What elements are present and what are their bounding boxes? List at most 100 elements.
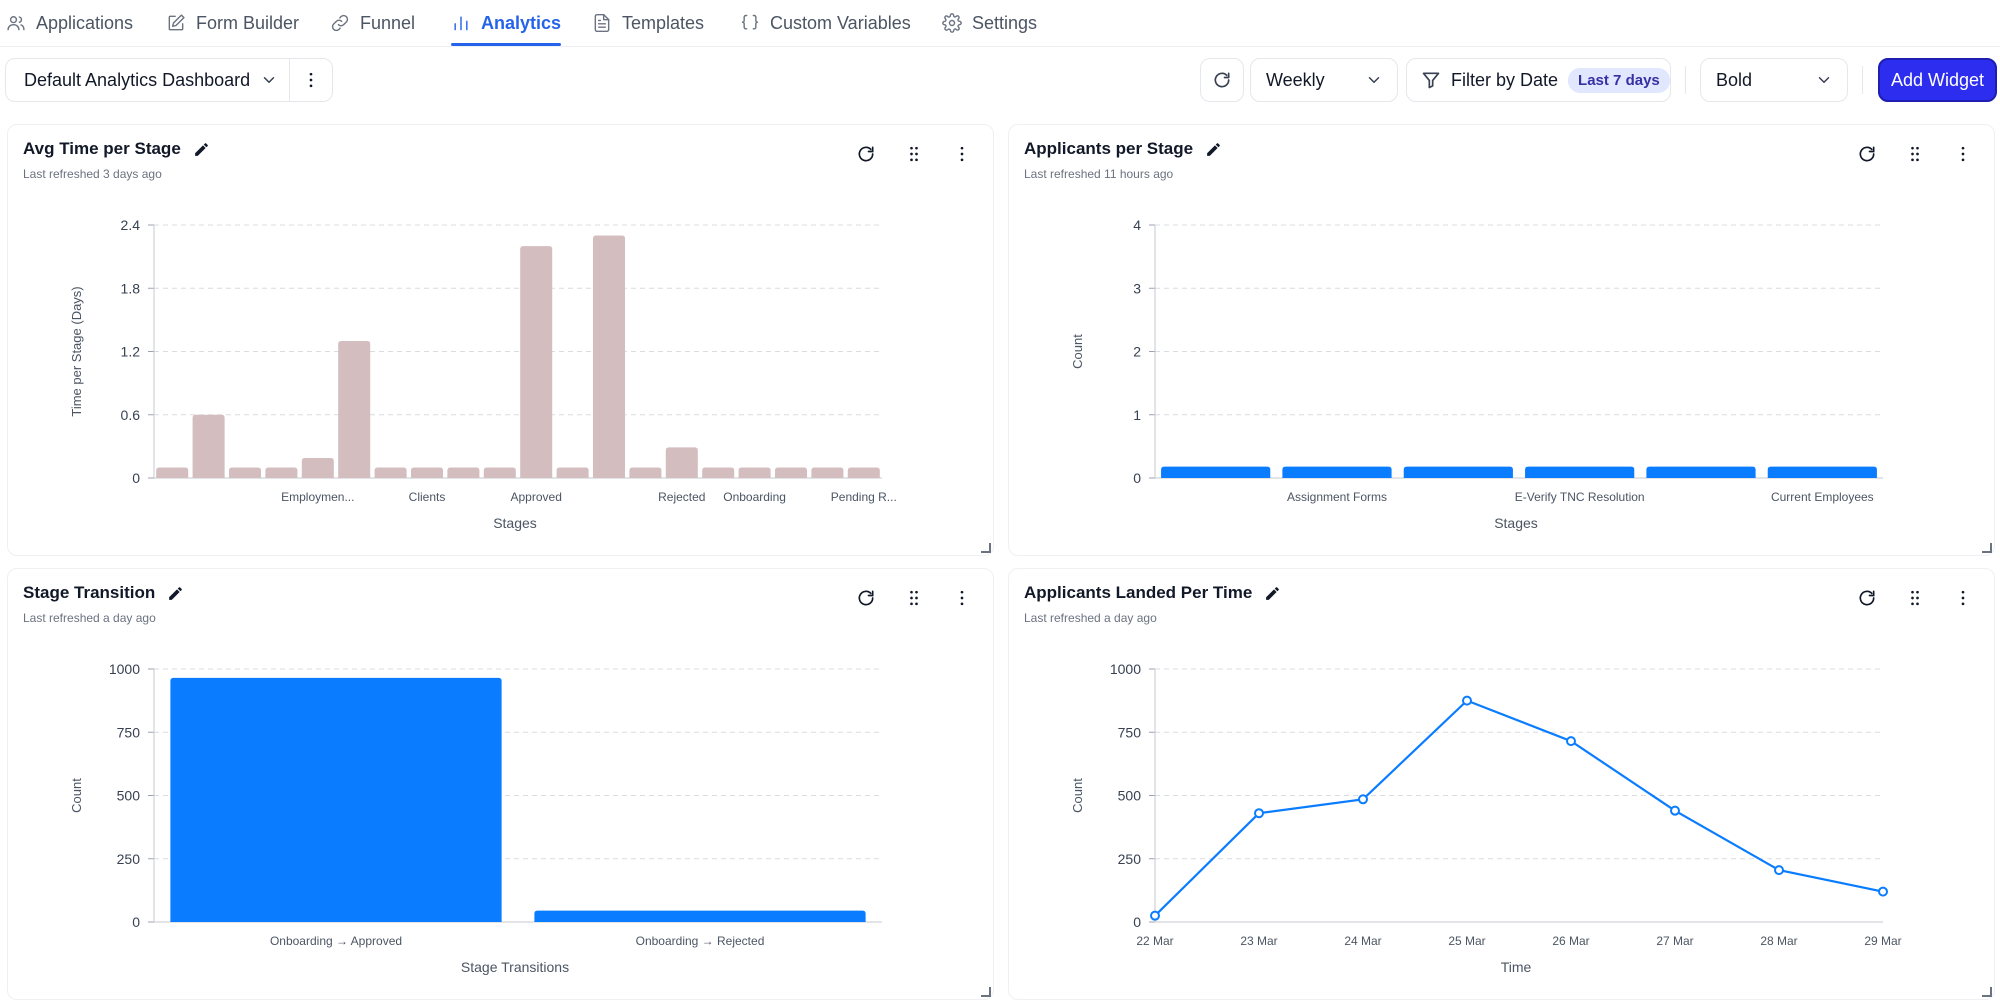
add-widget-button[interactable]: Add Widget (1878, 58, 1997, 102)
bar (774, 467, 808, 478)
bar (410, 467, 444, 478)
braces-icon (741, 14, 759, 30)
document-icon (594, 13, 610, 33)
toolbar-divider (1862, 66, 1863, 94)
y-tick-label: 1000 (1110, 661, 1141, 677)
pencil-icon[interactable] (193, 141, 210, 158)
tab-analytics[interactable]: Analytics (451, 0, 562, 46)
y-tick-label: 4 (1133, 217, 1141, 233)
pencil-icon[interactable] (167, 585, 184, 602)
interval-select[interactable]: Weekly (1250, 58, 1398, 102)
widget-drag-handle[interactable] (1904, 143, 1926, 165)
refresh-icon (1859, 146, 1875, 162)
pencil-icon[interactable] (1205, 141, 1222, 158)
x-tick-label: Employmen... (281, 490, 354, 504)
tab-analytics-label: Analytics (481, 12, 562, 33)
data-point (1566, 736, 1576, 747)
tab-templates[interactable]: Templates (592, 0, 704, 46)
widget-refresh-button[interactable] (1856, 587, 1878, 609)
widget-refresh-button[interactable] (855, 587, 877, 609)
chevron-down-icon (263, 77, 275, 83)
x-axis-label: Stages (493, 515, 537, 531)
theme-select[interactable]: Bold (1700, 58, 1848, 102)
tab-templates-label: Templates (622, 12, 705, 33)
widget-subtitle: Last refreshed 3 days ago (23, 167, 162, 181)
theme-select-label: Bold (1716, 69, 1753, 90)
x-tick-label: Pending R... (831, 490, 897, 504)
widget-subtitle: Last refreshed a day ago (23, 611, 156, 625)
widget-title: Avg Time per Stage (23, 139, 181, 158)
data-point (1878, 886, 1888, 897)
y-tick-label: 0.6 (121, 407, 141, 423)
bar (483, 467, 516, 478)
y-tick-label: 250 (1118, 851, 1142, 867)
dashboard-more-button[interactable] (289, 58, 333, 102)
kebab-menu-icon (309, 72, 313, 88)
kebab-menu-icon (960, 590, 964, 606)
x-tick-label: Onboarding → Approved (270, 934, 402, 948)
data-point (1254, 808, 1264, 819)
gear-icon (942, 13, 962, 33)
drag-handle-icon (1911, 146, 1919, 162)
x-tick-label: 25 Mar (1448, 934, 1485, 948)
bar (520, 246, 553, 478)
tab-form-builder[interactable]: Form Builder (166, 0, 299, 46)
widget-refresh-button[interactable] (855, 143, 877, 165)
dashboard-select[interactable]: Default Analytics Dashboard (5, 58, 290, 102)
series-line (1154, 699, 1884, 917)
bar (534, 910, 866, 922)
y-tick-label: 750 (117, 724, 141, 740)
tab-funnel[interactable]: Funnel (330, 0, 415, 46)
x-axis-label: Stage Transitions (461, 959, 569, 975)
bar (192, 414, 225, 478)
widget-drag-handle[interactable] (903, 587, 925, 609)
widget-refresh-button[interactable] (1856, 143, 1878, 165)
x-tick-label: Onboarding → Rejected (636, 934, 765, 948)
y-tick-label: 500 (1118, 788, 1142, 804)
tab-settings[interactable]: Settings (942, 0, 1037, 46)
widget-more-button[interactable] (951, 587, 973, 609)
refresh-dashboard-button[interactable] (1200, 58, 1244, 102)
kebab-menu-icon (1961, 146, 1965, 162)
y-axis-label: Count (69, 778, 84, 813)
widget-applicants-landed-per-time: Applicants Landed Per Time Last refreshe… (1008, 568, 1995, 1000)
widget-drag-handle[interactable] (1904, 587, 1926, 609)
pencil-icon[interactable] (1264, 585, 1281, 602)
bar (811, 467, 844, 478)
x-tick-label: Assignment Forms (1287, 490, 1387, 504)
x-tick-label: E-Verify TNC Resolution (1515, 490, 1645, 504)
data-point (1774, 865, 1784, 876)
x-axis-label: Time (1501, 959, 1532, 975)
x-tick-label: 27 Mar (1656, 934, 1693, 948)
refresh-icon (858, 146, 874, 162)
avg-time-chart: 0 0.6 1.2 1.8 2.4 Stages Time per Stage (Days)… (69, 217, 897, 531)
bar (1646, 466, 1756, 478)
edit-form-icon (168, 14, 185, 31)
applicants-per-stage-chart: 0 1 2 3 4 Stages Count Assignment Forms E-Verify… (1070, 217, 1883, 531)
tab-funnel-label: Funnel (360, 12, 416, 33)
y-tick-label: 3 (1133, 280, 1141, 296)
x-tick-label: Approved (511, 490, 562, 504)
dashboard-select-label: Default Analytics Dashboard (24, 69, 251, 90)
resize-handle[interactable] (981, 987, 991, 997)
bar-chart-icon (454, 16, 468, 31)
y-axis-label: Count (1070, 334, 1085, 369)
widget-subtitle: Last refreshed 11 hours ago (1024, 167, 1174, 181)
kebab-menu-icon (960, 146, 964, 162)
resize-handle[interactable] (1982, 543, 1992, 553)
y-tick-label: 1.8 (121, 280, 141, 296)
resize-handle[interactable] (1982, 987, 1992, 997)
widget-title: Applicants per Stage (1024, 139, 1194, 158)
widget-more-button[interactable] (1952, 143, 1974, 165)
interval-select-label: Weekly (1266, 69, 1325, 90)
tab-applications[interactable]: Applications (6, 0, 133, 46)
drag-handle-icon (910, 590, 918, 606)
filter-by-date-button[interactable]: Filter by Date Last 7 days (1406, 58, 1671, 102)
bar (447, 467, 480, 478)
applicants-landed-chart: 0 250 500 750 1000 Time Count 22 Mar 23 Mar 24 Ma… (1070, 661, 1902, 975)
resize-handle[interactable] (981, 543, 991, 553)
widget-more-button[interactable] (951, 143, 973, 165)
widget-more-button[interactable] (1952, 587, 1974, 609)
widget-drag-handle[interactable] (903, 143, 925, 165)
tab-custom-variables[interactable]: Custom Variables (740, 0, 911, 46)
